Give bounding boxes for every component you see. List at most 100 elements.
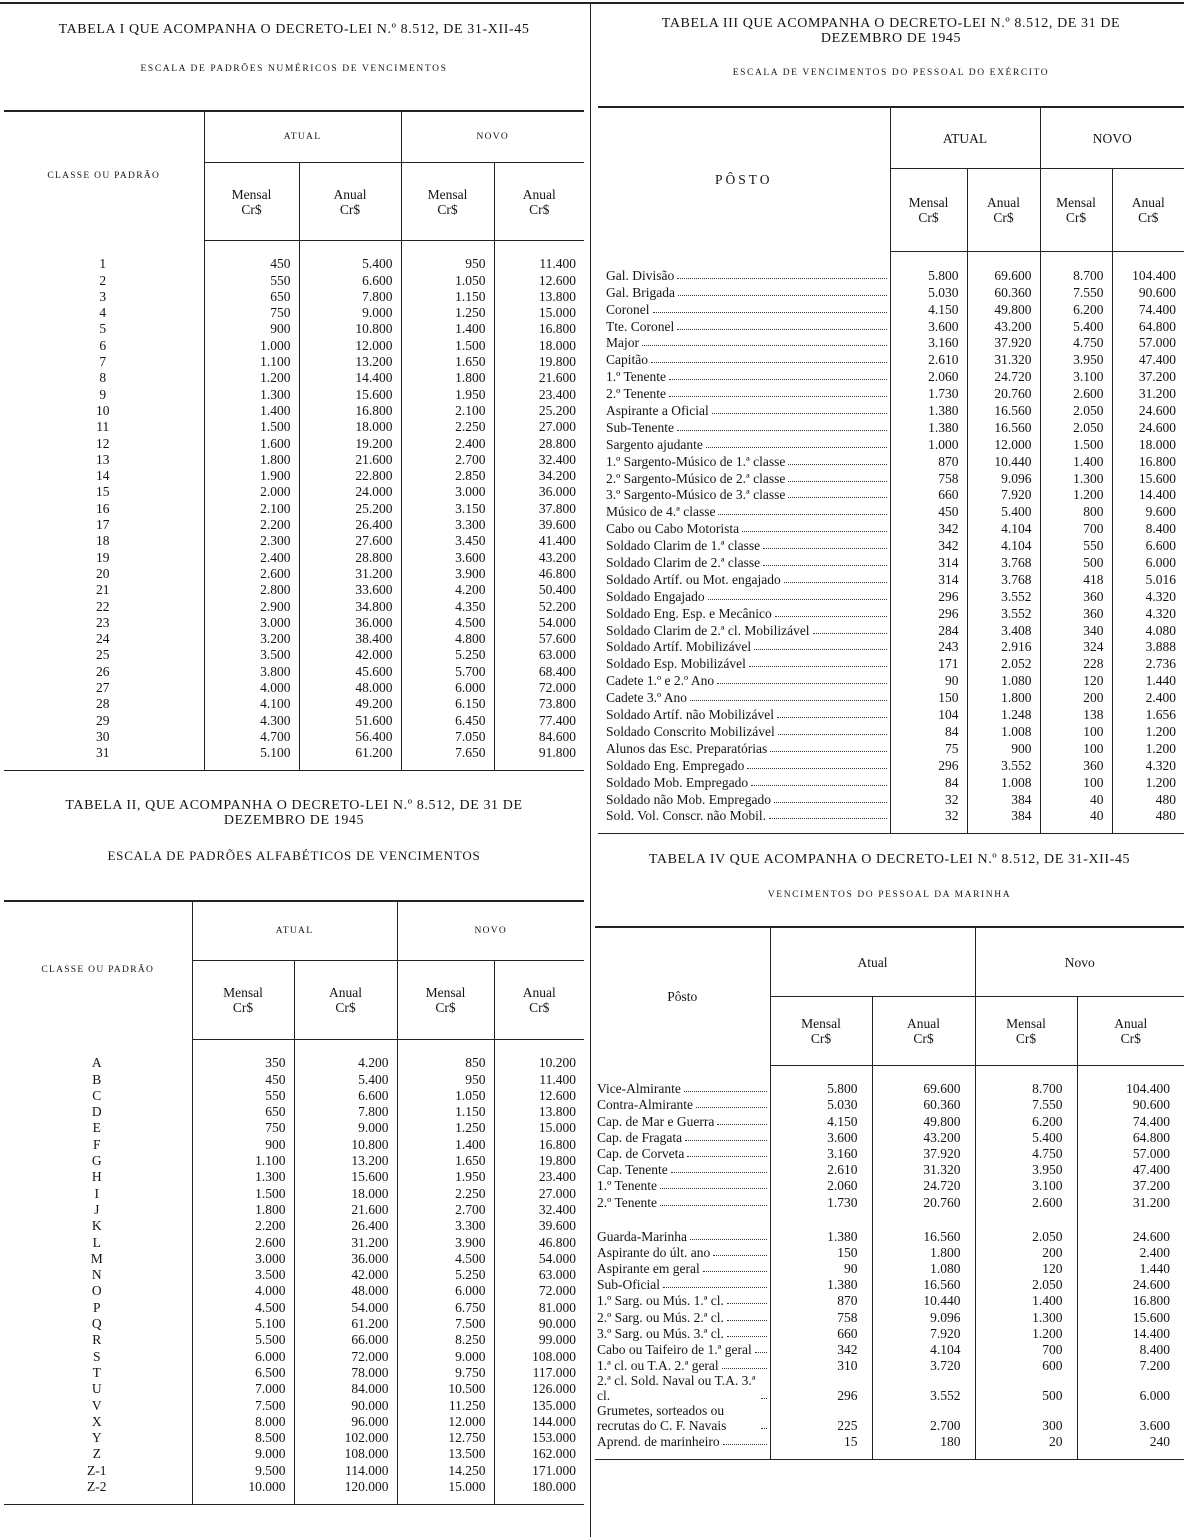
table-row: 2.ª cl. Sold. Naval ou T.A. 3.ª cl. 296 3.… — [595, 1373, 1184, 1404]
row-label: Soldado Conscrito Mobilizável — [606, 723, 775, 739]
value-cell: 4.104 — [871, 1340, 975, 1357]
value-cell: 1.380 — [769, 1276, 872, 1293]
row-label: Guarda-Marinha — [597, 1228, 687, 1244]
row-label: H — [91, 1169, 102, 1185]
value-cell: 3.552 — [966, 603, 1040, 621]
value-cell: 26.400 — [293, 1216, 398, 1234]
table-row: P 4.500 54.000 6.750 81.000 — [4, 1298, 585, 1315]
row-label: 2.º Sarg. ou Mús. 2.ª cl. — [597, 1309, 724, 1325]
row-label-cell: 19 — [4, 548, 204, 565]
row-label-cell: Soldado não Mob. Empregado — [598, 790, 890, 807]
row-label: 3.º Sarg. ou Mús. 3.ª cl. — [597, 1325, 724, 1341]
value-cell: 1.380 — [889, 401, 967, 419]
table-row: Soldado Esp. Mobilizável 171 2.052 228 2.736 — [598, 654, 1184, 672]
label-header: PÔSTO — [598, 106, 890, 252]
table-row: L 2.600 31.200 3.900 46.800 — [4, 1233, 585, 1250]
value-cell: 90.000 — [293, 1396, 398, 1413]
value-cell: 3.408 — [966, 620, 1040, 638]
value-cell: 3.768 — [966, 553, 1040, 571]
row-label: Z — [92, 1446, 101, 1462]
table-row: Z-1 9.500 114.000 14.250 171.000 — [4, 1461, 585, 1478]
dot-leader — [705, 446, 887, 448]
value-cell: 171 — [889, 654, 967, 672]
row-label-cell: Sub-Oficial — [595, 1276, 770, 1292]
label-leader: Soldado Artíf. Mobilizável — [606, 639, 888, 654]
header-row: CLASSE OU PADRÃO ATUAL NOVO — [4, 110, 585, 241]
label-header: CLASSE OU PADRÃO — [4, 900, 192, 1040]
value-cell: 90.600 — [1111, 282, 1184, 300]
value-cell: 135.000 — [493, 1396, 585, 1413]
table-section: TABELA II, QUE ACOMPANHA O DECRETO-LEI N… — [4, 798, 585, 1506]
row-label-cell: 21 — [4, 581, 204, 597]
value-cell: 45.600 — [298, 662, 402, 679]
table-head: Pôsto Atual Novo Mensal Cr$ Anual Cr$ Mensal … — [595, 926, 1184, 1066]
row-label: Contra-Almirante — [597, 1097, 693, 1113]
header-row: PÔSTO ATUAL NOVO — [598, 106, 1184, 252]
value-cell: 1.100 — [203, 352, 299, 370]
row-label: 20 — [96, 565, 110, 581]
table-row: Vice-Almirante 5.800 69.600 8.700 104.400 — [595, 1065, 1184, 1097]
dot-leader — [747, 767, 887, 769]
value-cell: 31.200 — [1076, 1193, 1184, 1210]
value-cell: 1.656 — [1111, 705, 1184, 723]
value-cell: 310 — [769, 1357, 872, 1374]
value-cell: 1.300 — [203, 385, 299, 402]
value-cell: 49.800 — [871, 1112, 975, 1129]
value-cell: 37.920 — [871, 1144, 975, 1161]
row-label: 22 — [96, 598, 110, 614]
row-label: Soldado Eng. Empregado — [606, 757, 745, 773]
value-cell: 3.768 — [966, 570, 1040, 587]
row-label: G — [91, 1153, 102, 1169]
row-label: 3.º Sargento-Músico de 3.ª classe — [606, 487, 786, 503]
row-label: Cap. de Corveta — [597, 1145, 685, 1161]
value-cell: 24.720 — [966, 367, 1040, 385]
value-cell: 296 — [769, 1373, 872, 1404]
group-header: NOVO — [400, 110, 585, 163]
value-cell: 5.030 — [889, 282, 967, 300]
table-row: 14 1.900 22.800 2.850 34.200 — [4, 466, 585, 484]
table-row: Soldado Engajado 296 3.552 360 4.320 — [598, 586, 1184, 604]
value-cell: 10.440 — [871, 1292, 975, 1309]
value-cell: 2.300 — [203, 532, 299, 549]
value-cell: 4.080 — [1111, 620, 1184, 638]
label-leader: Soldado Eng. Esp. e Mecânico — [606, 606, 888, 621]
row-label: 1.ª cl. ou T.A. 2.ª geral — [597, 1358, 719, 1374]
value-cell: 1.380 — [769, 1209, 872, 1244]
row-label: 14 — [96, 468, 110, 484]
row-label: B — [92, 1071, 102, 1087]
value-cell: 7.800 — [293, 1102, 398, 1120]
value-cell: 54.000 — [293, 1298, 398, 1315]
row-label: Q — [91, 1316, 102, 1332]
value-cell: 550 — [191, 1086, 294, 1103]
value-cell: 42.000 — [293, 1265, 398, 1283]
table-body: Vice-Almirante 5.800 69.600 8.700 104.400 Con… — [595, 1065, 1184, 1461]
row-label: 31 — [96, 745, 110, 761]
column-header: Mensal Cr$ — [400, 162, 495, 241]
table-row: Cap. de Mar e Guerra 4.150 49.800 6.200 74.4… — [595, 1112, 1184, 1129]
value-cell: 16.800 — [298, 401, 402, 418]
label-leader: 2.º Tenente — [606, 386, 888, 401]
value-cell: 1.650 — [396, 1151, 495, 1169]
value-cell: 27.000 — [493, 417, 585, 435]
value-cell: 144.000 — [493, 1412, 585, 1429]
value-cell: 39.600 — [493, 1216, 585, 1234]
table-row: Cadete 3.º Ano 150 1.800 200 2.400 — [598, 688, 1184, 706]
table-row: Soldado Clarim de 2.ª classe 314 3.768 500 6… — [598, 553, 1184, 571]
table-row: 6 1.000 12.000 1.500 18.000 — [4, 336, 585, 353]
table-section: TABELA III QUE ACOMPANHA O DECRETO-LEI N… — [598, 16, 1184, 835]
value-cell: 43.200 — [966, 316, 1040, 334]
top-rule — [0, 2, 1184, 4]
value-cell: 3.552 — [966, 755, 1040, 773]
label-leader: Aspirante em geral — [597, 1261, 768, 1276]
table-row: Gal. Brigada 5.030 60.360 7.550 90.600 — [598, 282, 1184, 300]
table-row: Sub-Oficial 1.380 16.560 2.050 24.600 — [595, 1276, 1184, 1293]
value-cell: 384 — [966, 789, 1040, 807]
label-leader: Soldado Artíf. ou Mot. engajado — [606, 572, 888, 587]
value-cell: 19.200 — [298, 434, 402, 451]
value-cell: 800 — [1039, 502, 1112, 520]
value-cell: 3.000 — [203, 613, 299, 630]
row-label: N — [91, 1267, 102, 1283]
row-label-cell: Capitão — [598, 350, 890, 367]
value-cell: 16.800 — [493, 320, 585, 337]
table-row: 2.º Sarg. ou Mús. 2.ª cl. 758 9.096 1.300 15… — [595, 1308, 1184, 1325]
